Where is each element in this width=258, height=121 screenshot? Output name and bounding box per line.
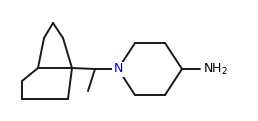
Text: N: N: [113, 63, 123, 76]
Text: NH$_2$: NH$_2$: [203, 61, 228, 77]
